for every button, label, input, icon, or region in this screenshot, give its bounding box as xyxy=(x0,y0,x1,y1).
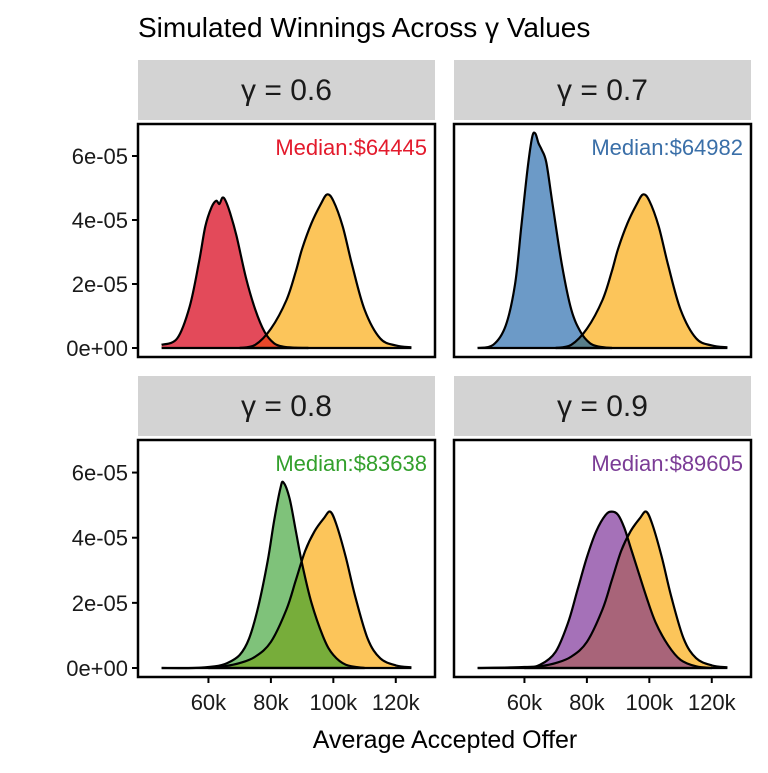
density-layer xyxy=(477,510,728,670)
overlap-area xyxy=(524,537,712,668)
y-tick-label: 6e-05 xyxy=(72,461,128,486)
gamma-density-area xyxy=(161,197,309,348)
facet-panel: γ = 0.8 Median:$83638 0e+00 2e-05 4e-05 6e-05… xyxy=(66,376,437,715)
y-tick-label: 2e-05 xyxy=(72,272,128,297)
gamma-density-line xyxy=(161,480,365,670)
chart-title: Simulated Winnings Across γ Values xyxy=(138,12,590,43)
x-tick-label: 120k xyxy=(372,690,421,715)
facet-panel: γ = 0.6 Median:$64445 0e+00 2e-05 4e-05 6e-05 xyxy=(66,60,437,361)
y-tick-label: 2e-05 xyxy=(72,591,128,616)
x-tick-label: 100k xyxy=(309,690,358,715)
overlap-area xyxy=(555,334,612,348)
reference-density-area xyxy=(208,511,412,668)
x-tick-label: 80k xyxy=(569,690,605,715)
median-label: Median:$89605 xyxy=(591,451,743,476)
reference-density-line xyxy=(555,193,728,350)
x-tick-label: 60k xyxy=(507,690,543,715)
x-axis-title: Average Accepted Offer xyxy=(313,726,578,754)
gamma-density-line xyxy=(477,131,612,350)
gamma-density-line xyxy=(161,196,309,350)
panel-border xyxy=(452,438,753,679)
reference-density-line xyxy=(208,510,412,670)
x-tick-label: 60k xyxy=(191,690,227,715)
facet-panel: γ = 0.9 Median:$89605 60k 80k 100k 120k xyxy=(452,376,753,715)
panel-border xyxy=(136,438,437,679)
density-layer xyxy=(161,193,412,350)
panel-border xyxy=(136,122,437,359)
x-tick-label: 100k xyxy=(625,690,674,715)
reference-density-line xyxy=(524,510,728,670)
facet-strip xyxy=(454,376,751,436)
gamma-density-area xyxy=(477,132,612,348)
median-label: Median:$83638 xyxy=(275,451,427,476)
y-tick-label: 0e+00 xyxy=(66,336,128,361)
facet-strip-label: γ = 0.6 xyxy=(241,74,332,107)
facet-panel: γ = 0.7 Median:$64982 xyxy=(452,60,753,359)
facet-panels: γ = 0.6 Median:$64445 0e+00 2e-05 4e-05 6e-05… xyxy=(66,60,753,715)
median-label: Median:$64982 xyxy=(591,135,743,160)
density-layer xyxy=(477,131,728,350)
facet-strip xyxy=(454,60,751,120)
facet-strip xyxy=(138,376,435,436)
y-tick-label: 0e+00 xyxy=(66,656,128,681)
facet-strip-label: γ = 0.9 xyxy=(557,390,648,423)
facet-strip xyxy=(138,60,435,120)
median-label: Median:$64445 xyxy=(275,135,427,160)
facet-strip-label: γ = 0.8 xyxy=(241,390,332,423)
reference-density-line xyxy=(239,193,412,350)
density-layer xyxy=(161,480,412,670)
y-tick-label: 4e-05 xyxy=(72,526,128,551)
panel-border xyxy=(452,122,753,359)
x-tick-label: 120k xyxy=(688,690,737,715)
y-tick-label: 4e-05 xyxy=(72,208,128,233)
y-tick-label: 6e-05 xyxy=(72,144,128,169)
gamma-density-line xyxy=(477,510,712,670)
x-tick-label: 80k xyxy=(253,690,289,715)
facet-strip-label: γ = 0.7 xyxy=(557,74,648,107)
